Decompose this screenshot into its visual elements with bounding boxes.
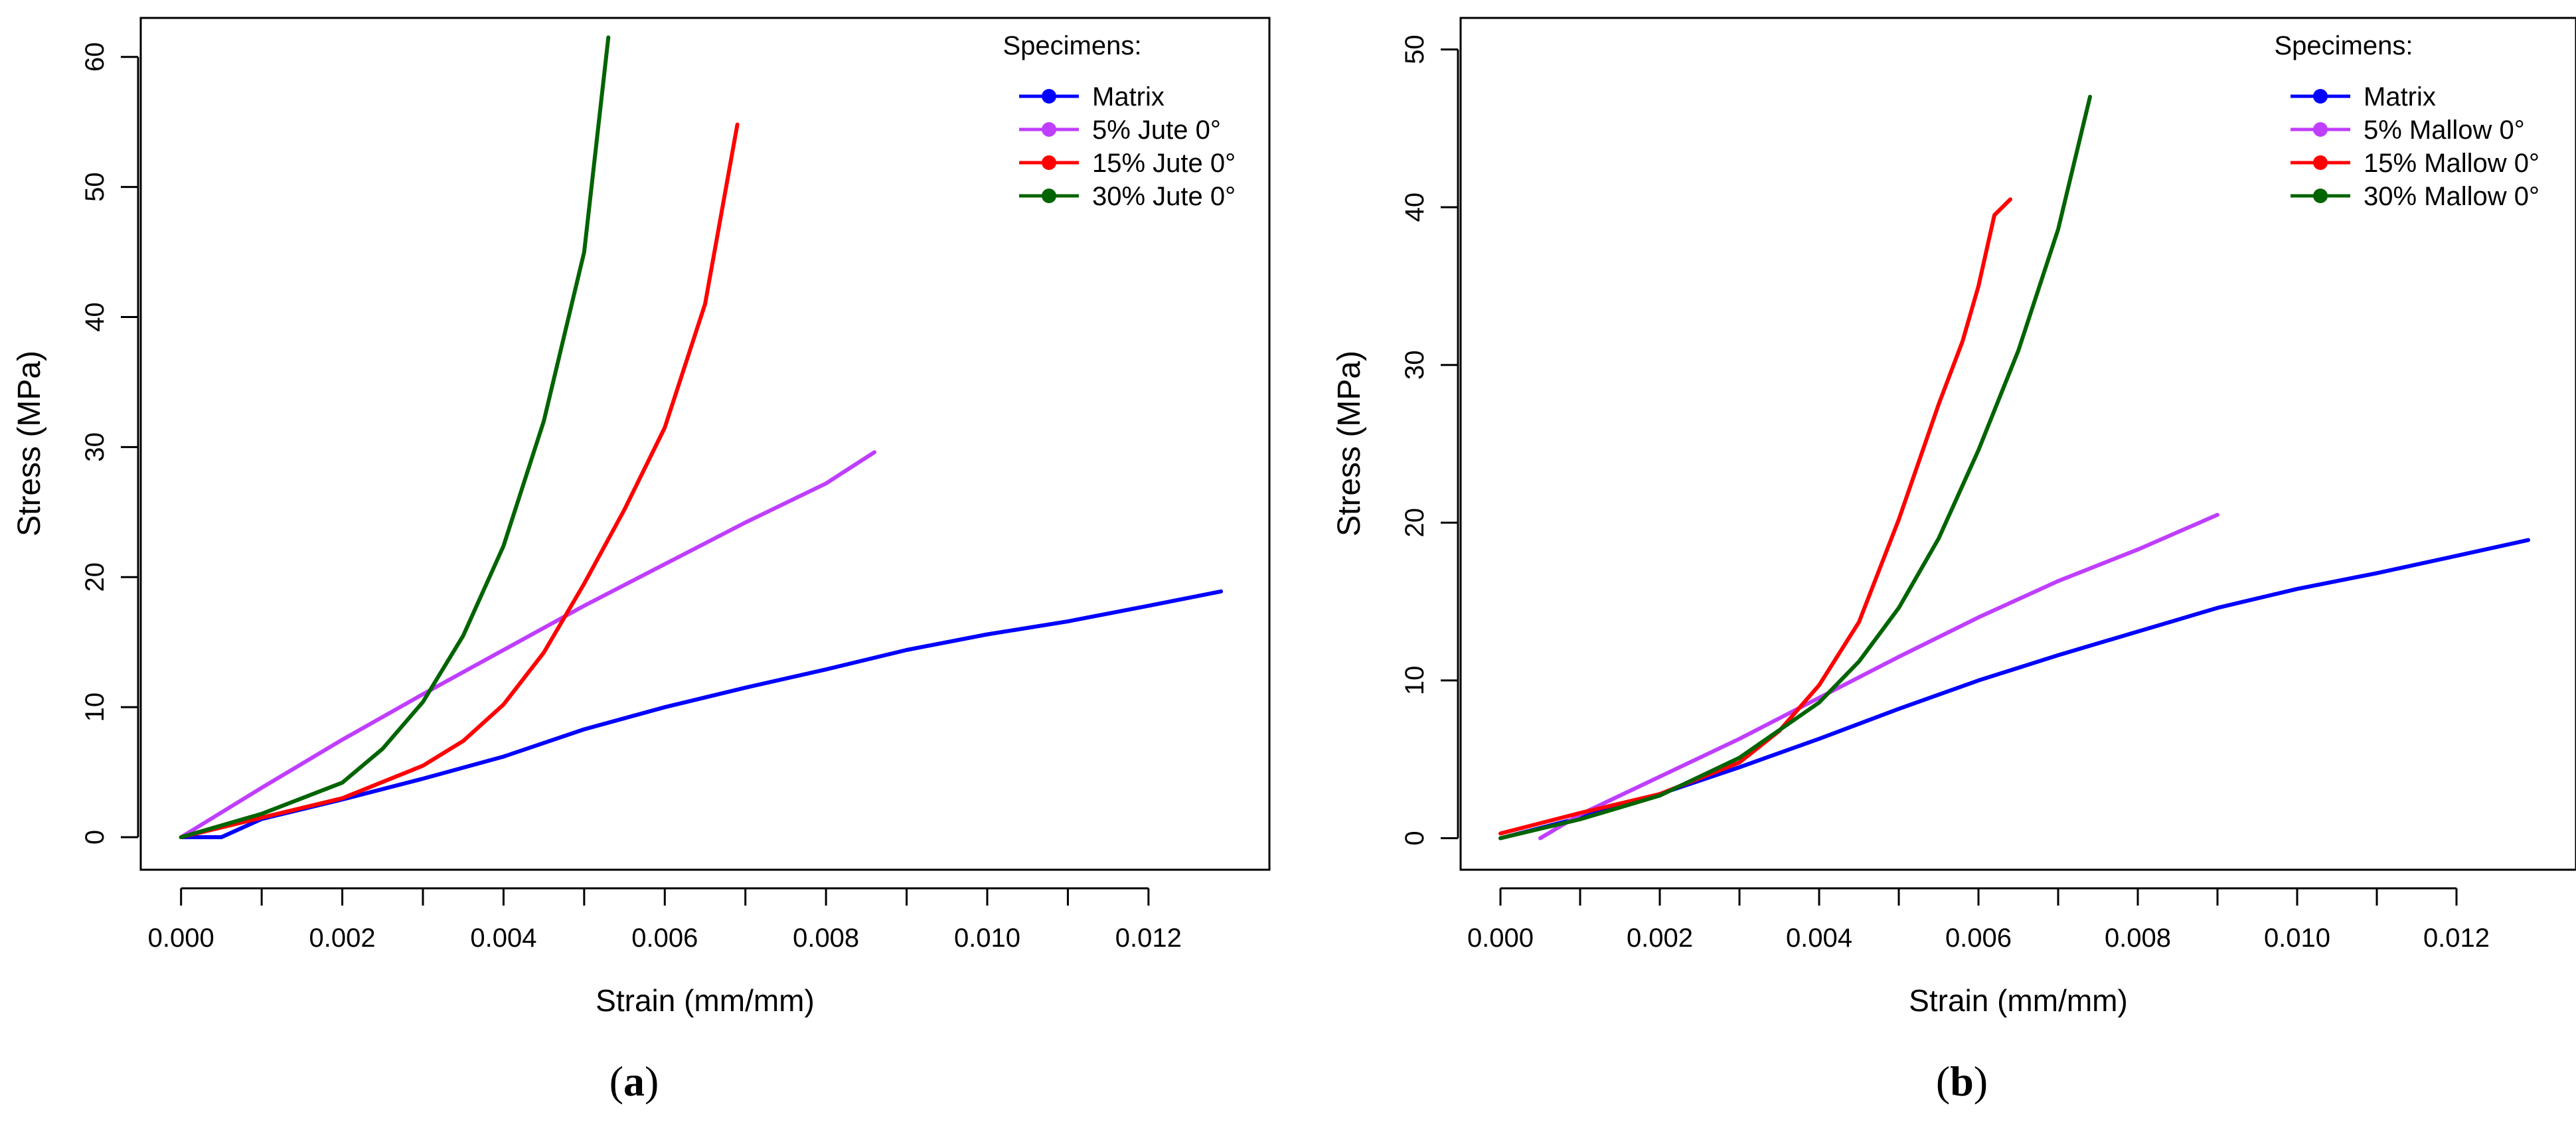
y-tick-label-b: 30 [1400, 350, 1429, 380]
y-axis-label-a: Stress (MPa) [12, 351, 47, 536]
x-axis-b: 0.000 0.002 0.004 0.006 0.008 0.010 0.012 [1467, 887, 2490, 953]
legend-title-b: Specimens: [2275, 31, 2413, 60]
y-tick-label-a: 20 [80, 562, 110, 592]
x-tick-label-b: 0.000 [1467, 924, 1534, 953]
chart-panel-b: 0.000 0.002 0.004 0.006 0.008 0.010 0.012 0 10 2… [1332, 17, 2576, 1105]
x-tick-label-a: 0.012 [1115, 924, 1182, 953]
series-line-a-3 [179, 35, 611, 839]
legend-title-a: Specimens: [1003, 31, 1142, 60]
x-axis-a: 0.000 0.002 0.004 0.006 0.008 0.010 0.012 [148, 887, 1182, 953]
x-axis-label-a: Strain (mm/mm) [596, 983, 815, 1018]
x-tick-label-a: 0.002 [309, 924, 376, 953]
y-tick-label-b: 40 [1400, 193, 1429, 222]
legend-swatch-dot-b-2 [2313, 155, 2328, 170]
legend-label-a-1: 5% Jute 0° [1092, 116, 1221, 145]
legend-label-a-2: 15% Jute 0° [1092, 149, 1236, 178]
plot-frame-a [139, 17, 1271, 871]
x-tick-label-b: 0.012 [2423, 924, 2490, 953]
legend-swatch-dot-a-3 [1042, 189, 1056, 203]
y-axis-b: 0 10 20 30 40 50 [1400, 35, 1459, 846]
y-tick-label-a: 30 [80, 432, 110, 462]
y-tick-label-a: 60 [80, 42, 110, 72]
series-line-a-2 [179, 122, 740, 839]
series-line-b-2 [1498, 197, 2012, 836]
y-tick-label-b: 0 [1400, 831, 1429, 845]
x-tick-label-a: 0.006 [631, 924, 698, 953]
x-tick-label-a: 0.010 [954, 924, 1020, 953]
y-axis-a: 0 10 20 30 40 50 60 [80, 42, 139, 844]
x-tick-label-b: 0.006 [1945, 924, 2012, 953]
y-axis-label-b: Stress (MPa) [1332, 351, 1367, 536]
gridless-marks-b [1498, 94, 2530, 841]
series-line-a-1 [179, 450, 876, 839]
x-tick-label-b: 0.004 [1786, 924, 1852, 953]
legend-label-b-1: 5% Mallow 0° [2364, 116, 2525, 145]
y-tick-label-b: 20 [1400, 508, 1429, 538]
x-tick-label-a: 0.004 [470, 924, 536, 953]
x-tick-label-b: 0.008 [2105, 924, 2171, 953]
y-tick-label-a: 0 [80, 830, 110, 844]
chart-panel-a: 0.000 0.002 0.004 0.006 0.008 0.010 0.012 0 10 2… [12, 17, 1271, 1105]
x-tick-label-b: 0.002 [1627, 924, 1693, 953]
y-tick-label-a: 50 [80, 172, 110, 202]
legend-label-b-2: 15% Mallow 0° [2364, 149, 2539, 178]
legend-b: Specimens: Matrix 5% Mallow 0° 15% Mallow 0… [2275, 31, 2539, 211]
legend-swatch-dot-a-0 [1042, 89, 1056, 104]
legend-label-b-3: 30% Mallow 0° [2364, 182, 2539, 211]
legend-swatch-dot-b-0 [2313, 89, 2328, 104]
y-tick-label-a: 40 [80, 302, 110, 332]
x-axis-label-b: Strain (mm/mm) [1909, 983, 2128, 1018]
panel-label-b: (b) [1936, 1058, 1988, 1105]
panel-label-a: (a) [609, 1058, 659, 1105]
x-tick-label-b: 0.010 [2264, 924, 2330, 953]
gridless-marks-a [179, 35, 1224, 839]
legend-a: Specimens: Matrix 5% Jute 0° 15% Jute 0° 30%… [1003, 31, 1236, 211]
legend-label-a-0: Matrix [1092, 82, 1165, 112]
plot-frame-b [1459, 17, 2576, 871]
legend-swatch-dot-a-1 [1042, 122, 1056, 137]
legend-swatch-dot-b-3 [2313, 189, 2328, 203]
legend-swatch-dot-a-2 [1042, 155, 1056, 170]
legend-label-b-0: Matrix [2364, 82, 2436, 112]
x-tick-label-a: 0.008 [793, 924, 859, 953]
legend-swatch-dot-b-1 [2313, 122, 2328, 137]
y-tick-label-a: 10 [80, 692, 110, 722]
x-tick-label-a: 0.000 [148, 924, 214, 953]
legend-label-a-3: 30% Jute 0° [1092, 182, 1236, 211]
y-tick-label-b: 50 [1400, 35, 1429, 64]
series-line-b-1 [1538, 513, 2219, 841]
series-line-b-3 [1498, 94, 2092, 841]
y-tick-label-b: 10 [1400, 666, 1429, 696]
